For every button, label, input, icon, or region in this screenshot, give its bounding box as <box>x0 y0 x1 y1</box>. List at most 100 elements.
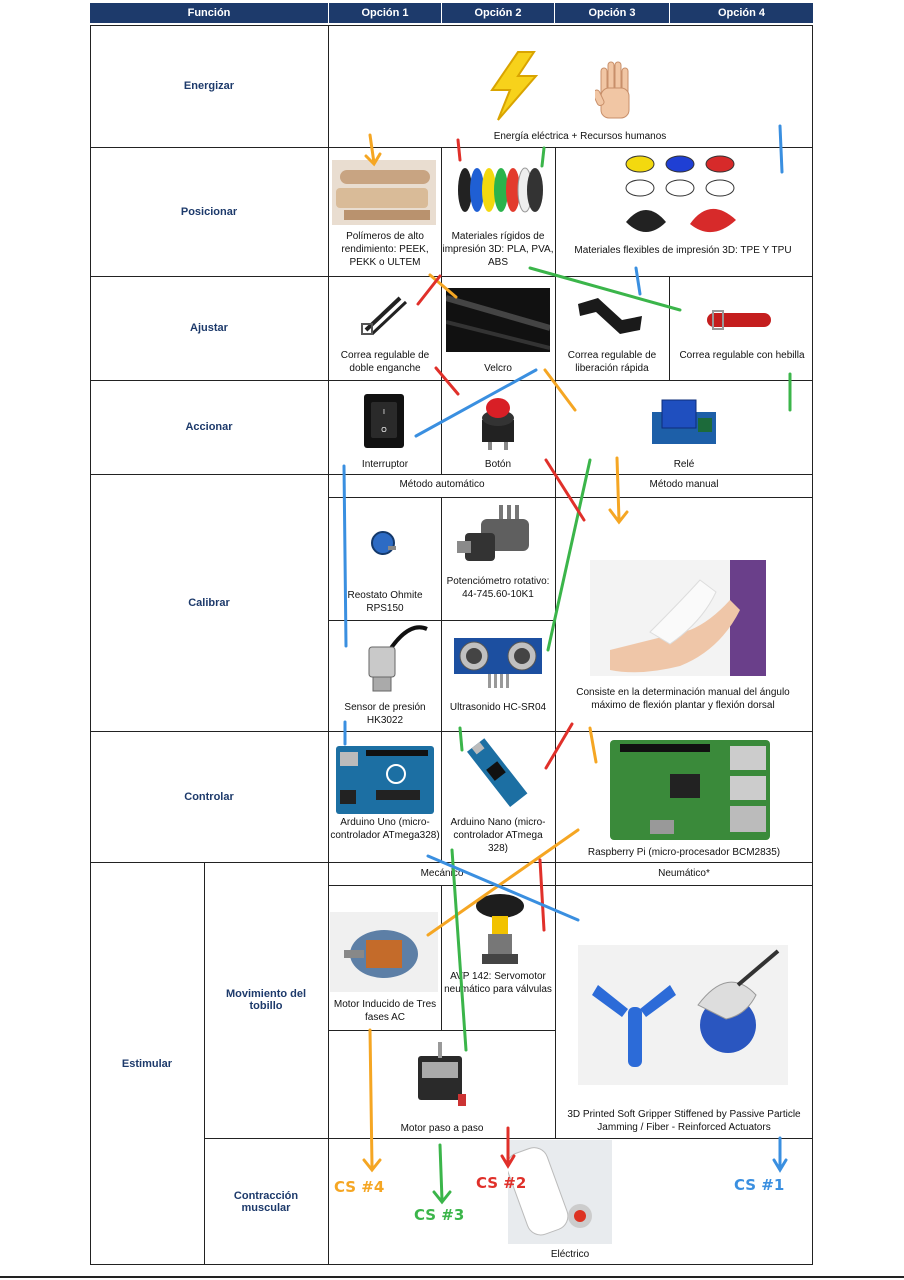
header-opcion-3-label: Opción 3 <box>588 7 636 19</box>
potentiometer-image <box>457 505 529 561</box>
estimular-opt2-caption: AVP 142: Servomotor neumático para válvu… <box>444 971 552 995</box>
estimular-mecanico: Mecánico <box>420 868 464 879</box>
estimular-electrico: Eléctrico <box>550 1249 590 1260</box>
row-label-calibrar: Calibrar <box>188 596 230 609</box>
raspberry-pi-image <box>610 740 770 840</box>
ajustar-opt1-caption: Correa regulable de doble enganche <box>340 350 430 374</box>
rheostat-image <box>371 531 396 555</box>
row-label-ajustar: Ajustar <box>190 322 228 334</box>
soft-gripper-image <box>578 945 788 1085</box>
pneumatic-servomotor-image <box>476 894 524 964</box>
ajustar-opt4-caption: Correa regulable con hebilla <box>679 350 805 361</box>
posicionar-opt2-caption: Materiales rígidos de impresión 3D: PLA,… <box>442 231 554 268</box>
calibrar-opt2-caption: Potenciómetro rotativo: 44-745.60-10K1 <box>446 576 550 600</box>
grid-line <box>555 147 556 474</box>
page-bottom-rule <box>0 1276 904 1278</box>
rocker-switch-image: I O <box>364 394 404 448</box>
double-hook-strap-image <box>361 296 408 336</box>
controlar-opt2-caption: Arduino Nano (micro-controlador ATmega 3… <box>450 817 546 854</box>
flexible-filament-image <box>625 155 736 233</box>
cs1-annotation: CS #1 <box>734 1176 785 1194</box>
header-funcion-label: Función <box>187 7 231 19</box>
accionar-opt1-caption: Interruptor <box>361 459 409 470</box>
ajustar-opt2-caption: Velcro <box>484 363 512 374</box>
grid-line <box>441 497 442 731</box>
grid-line <box>328 25 329 1265</box>
cs2-annotation: CS #2 <box>476 1174 527 1192</box>
calibrar-method-auto: Método automático <box>399 479 485 490</box>
accionar-opt2-caption: Botón <box>484 459 512 470</box>
filament-spools-image <box>458 167 543 213</box>
quick-release-strap-image <box>578 298 642 334</box>
header-opcion-4-label: Opción 4 <box>717 7 766 19</box>
grid-line <box>90 147 813 148</box>
svg-text:I: I <box>383 409 385 416</box>
row-label-contraccion-muscular: Contracción muscular <box>233 1189 299 1214</box>
calibrar-opt3-caption: Sensor de presión HK3022 <box>344 702 426 726</box>
header-funcion: Función <box>90 3 328 23</box>
estimular-opt1-caption: Motor Inducido de Tres fases AC <box>333 999 437 1023</box>
header-opcion-1-label: Opción 1 <box>361 7 409 19</box>
induction-motor-image <box>330 912 438 992</box>
pressure-sensor-image <box>368 625 428 692</box>
calibrar-method-manual: Método manual <box>649 479 719 490</box>
polymer-tube-image <box>332 160 436 225</box>
buckle-strap-image <box>707 310 771 330</box>
grid-line <box>204 862 205 1265</box>
posicionar-opt1-caption: Polímeros de alto rendimiento: PEEK, PEK… <box>341 231 429 268</box>
grid-line <box>669 276 670 380</box>
estimular-neumatico: Neumático* <box>658 868 710 879</box>
grid-line <box>555 862 556 1138</box>
grid-line <box>555 474 556 731</box>
header-opcion-1: Opción 1 <box>329 3 441 23</box>
row-label-accionar: Accionar <box>185 421 233 433</box>
push-button-image <box>482 398 514 450</box>
ajustar-opt3-caption: Correa regulable de liberación rápida <box>567 350 657 374</box>
row-label-energizar: Energizar <box>183 80 235 92</box>
grid-line <box>555 731 556 862</box>
posicionar-opt3-caption: Materiales flexibles de impresión 3D: TP… <box>574 245 792 256</box>
arduino-nano-image <box>466 738 528 807</box>
controlar-opt3-caption: Raspberry Pi (micro-procesador BCM2835) <box>587 847 781 858</box>
arduino-uno-image <box>336 746 434 814</box>
grid-line <box>328 885 813 886</box>
relay-module-image <box>652 399 716 444</box>
grid-line <box>90 474 813 475</box>
svg-text:O: O <box>381 427 387 434</box>
electric-stimulator-image <box>508 1140 612 1244</box>
cs4-annotation: CS #4 <box>334 1178 385 1196</box>
stepper-motor-image <box>418 1042 466 1106</box>
row-label-estimular: Estimular <box>121 1057 173 1070</box>
ultrasonic-sensor-image <box>454 638 542 688</box>
hand-icon <box>595 61 630 119</box>
cs3-annotation: CS #3 <box>414 1206 465 1224</box>
estimular-opt3-caption: Motor paso a paso <box>400 1123 484 1134</box>
table-frame <box>90 25 813 1265</box>
calibrar-opt4-caption: Ultrasonido HC-SR04 <box>449 702 547 713</box>
header-opcion-3: Opción 3 <box>555 3 669 23</box>
header-opcion-4: Opción 4 <box>670 3 813 23</box>
controlar-opt1-caption: Arduino Uno (micro-controlador ATmega328… <box>330 817 440 841</box>
header-opcion-2-label: Opción 2 <box>474 7 522 19</box>
grid-line <box>328 1030 555 1031</box>
calibrar-opt1-caption: Reostato Ohmite RPS150 <box>347 590 423 614</box>
lightning-bolt-icon <box>490 51 539 121</box>
energizar-caption: Energía eléctrica + Recursos humanos <box>493 131 667 142</box>
grid-line <box>90 731 813 732</box>
grid-line <box>90 276 813 277</box>
header-opcion-2: Opción 2 <box>442 3 554 23</box>
estimular-opt4-caption: 3D Printed Soft Gripper Stiffened by Pas… <box>567 1109 801 1133</box>
row-label-posicionar: Posicionar <box>180 205 238 218</box>
row-label-movimiento-tobillo: Movimiento del tobillo <box>225 988 307 1012</box>
velcro-image <box>446 288 550 352</box>
grid-line <box>441 731 442 862</box>
row-label-controlar: Controlar <box>184 790 234 803</box>
grid-line <box>441 885 442 1030</box>
grid-line <box>90 380 813 381</box>
manual-calibration-photo <box>590 560 766 676</box>
accionar-opt3-caption: Relé <box>673 459 695 470</box>
grid-line <box>441 147 442 474</box>
grid-line <box>328 620 555 621</box>
calibrar-manual-caption: Consiste en la determinación manual del … <box>576 687 790 711</box>
